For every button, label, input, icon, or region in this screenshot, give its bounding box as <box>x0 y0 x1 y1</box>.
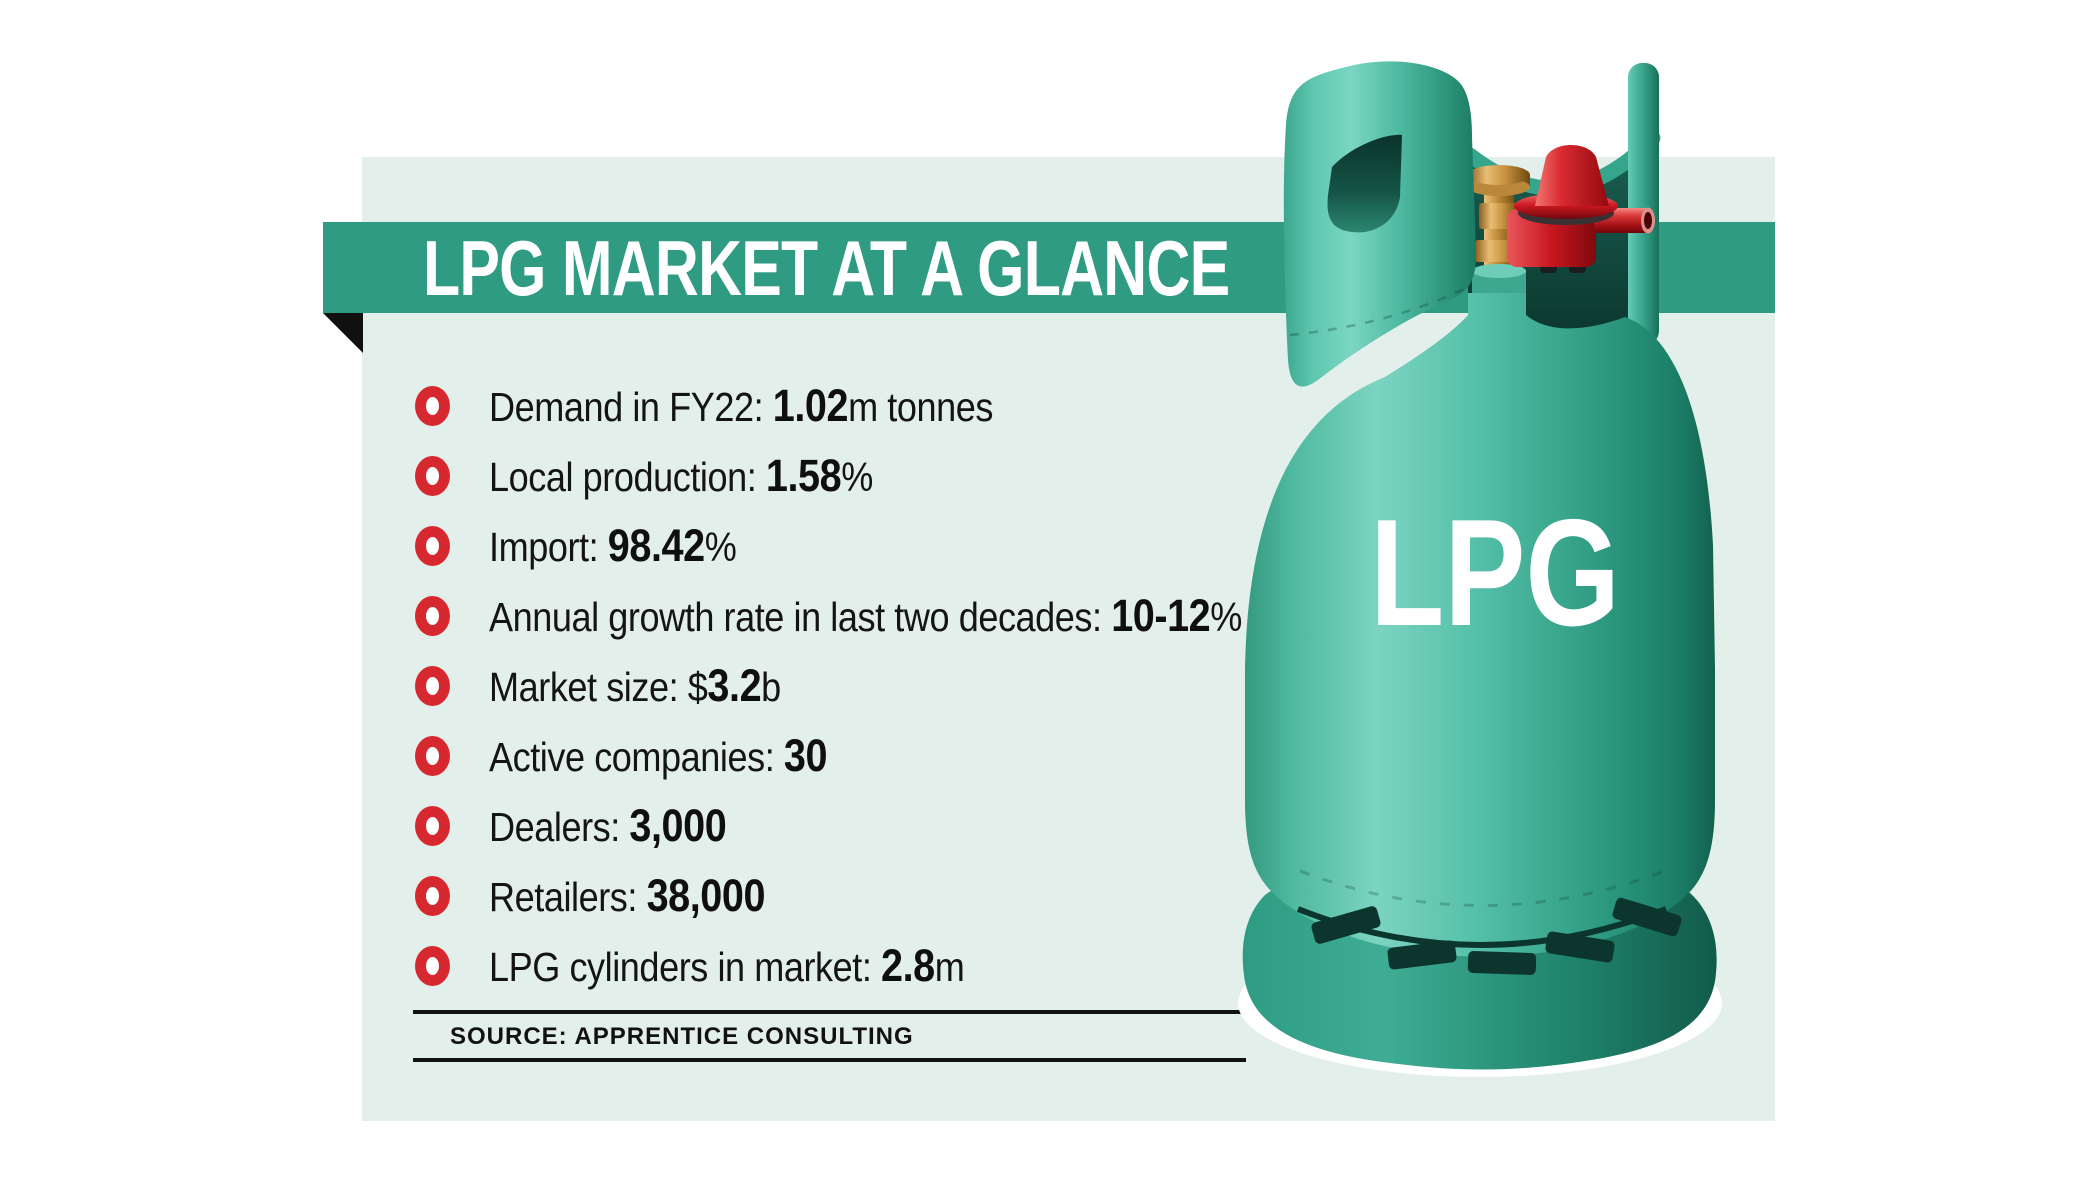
stat-label: Retailers: <box>489 874 647 920</box>
cylinder-lpg-label: LPG <box>1370 488 1620 658</box>
stat-label: Dealers: <box>489 804 630 850</box>
stat-label: LPG cylinders in market: <box>489 944 882 990</box>
bullet-icon <box>415 736 450 776</box>
stat-label: Demand in FY22: <box>489 384 773 430</box>
source-block: SOURCE: APPRENTICE CONSULTING <box>413 1010 1246 1062</box>
stat-value: 3.2 <box>707 660 762 711</box>
bullet-icon <box>415 666 450 706</box>
list-item: Dealers: 3,000 <box>415 791 1345 861</box>
stat-text: Import: 98.42% <box>489 520 737 572</box>
stat-suffix: m <box>934 944 965 990</box>
list-item: LPG cylinders in market: 2.8m <box>415 931 1345 1001</box>
bullet-icon <box>415 526 450 566</box>
handle-right-strip <box>1628 63 1659 345</box>
banner-fold-corner <box>323 313 363 353</box>
stat-value: 2.8 <box>881 940 935 991</box>
base-vent-slots <box>1311 897 1682 976</box>
body-seam <box>1299 869 1666 907</box>
cylinder-neck <box>1472 264 1526 293</box>
stat-text: Retailers: 38,000 <box>489 870 765 922</box>
stat-label: Annual growth rate in last two decades: <box>489 594 1112 640</box>
stat-value: 38,000 <box>646 870 766 921</box>
stat-suffix: % <box>1210 594 1242 640</box>
bullet-icon <box>415 946 450 986</box>
list-item: Local production: 1.58% <box>415 441 1345 511</box>
stat-text: Demand in FY22: 1.02m tonnes <box>489 380 993 432</box>
regulator-valve <box>1507 145 1655 273</box>
stat-value: 1.58 <box>765 450 842 501</box>
list-item: Annual growth rate in last two decades: … <box>415 581 1345 651</box>
lpg-cylinder-illustration: LPG <box>1238 61 1722 1077</box>
stat-suffix: m tonnes <box>848 384 993 430</box>
stat-text: Annual growth rate in last two decades: … <box>489 590 1242 642</box>
list-item: Demand in FY22: 1.02m tonnes <box>415 371 1345 441</box>
bullet-icon <box>415 386 450 426</box>
page-title: LPG MARKET AT A GLANCE <box>423 224 1230 312</box>
stat-value: 1.02 <box>772 380 849 431</box>
stat-text: Dealers: 3,000 <box>489 800 727 852</box>
list-item: Active companies: 30 <box>415 721 1345 791</box>
stat-value: 3,000 <box>629 800 727 851</box>
source-text: SOURCE: APPRENTICE CONSULTING <box>450 1023 914 1050</box>
bullet-icon <box>415 596 450 636</box>
carry-handle <box>1283 61 1477 387</box>
stats-list: Demand in FY22: 1.02m tonnes Local produ… <box>415 371 1345 1001</box>
stat-suffix: % <box>841 454 873 500</box>
bullet-icon <box>415 876 450 916</box>
stat-label: Market size: $ <box>489 664 708 710</box>
stat-text: Local production: 1.58% <box>489 450 873 502</box>
stat-text: Active companies: 30 <box>489 730 828 782</box>
list-item: Retailers: 38,000 <box>415 861 1345 931</box>
stat-suffix: b <box>761 664 781 710</box>
cylinder-body <box>1245 293 1715 957</box>
stat-suffix: % <box>704 524 737 570</box>
stat-value: 30 <box>783 730 828 781</box>
stat-label: Local production: <box>489 454 766 500</box>
stat-text: Market size: $3.2b <box>489 660 781 712</box>
handle-seam <box>1289 285 1469 337</box>
bullet-icon <box>415 456 450 496</box>
list-item: Import: 98.42% <box>415 511 1345 581</box>
stat-value: 98.42 <box>607 520 705 571</box>
stat-label: Import: <box>489 524 608 570</box>
stat-value: 10-12 <box>1111 590 1211 641</box>
list-item: Market size: $3.2b <box>415 651 1345 721</box>
stat-label: Active companies: <box>489 734 784 780</box>
handle-cutout <box>1327 134 1402 233</box>
stat-text: LPG cylinders in market: 2.8m <box>489 940 965 992</box>
bullet-icon <box>415 806 450 846</box>
